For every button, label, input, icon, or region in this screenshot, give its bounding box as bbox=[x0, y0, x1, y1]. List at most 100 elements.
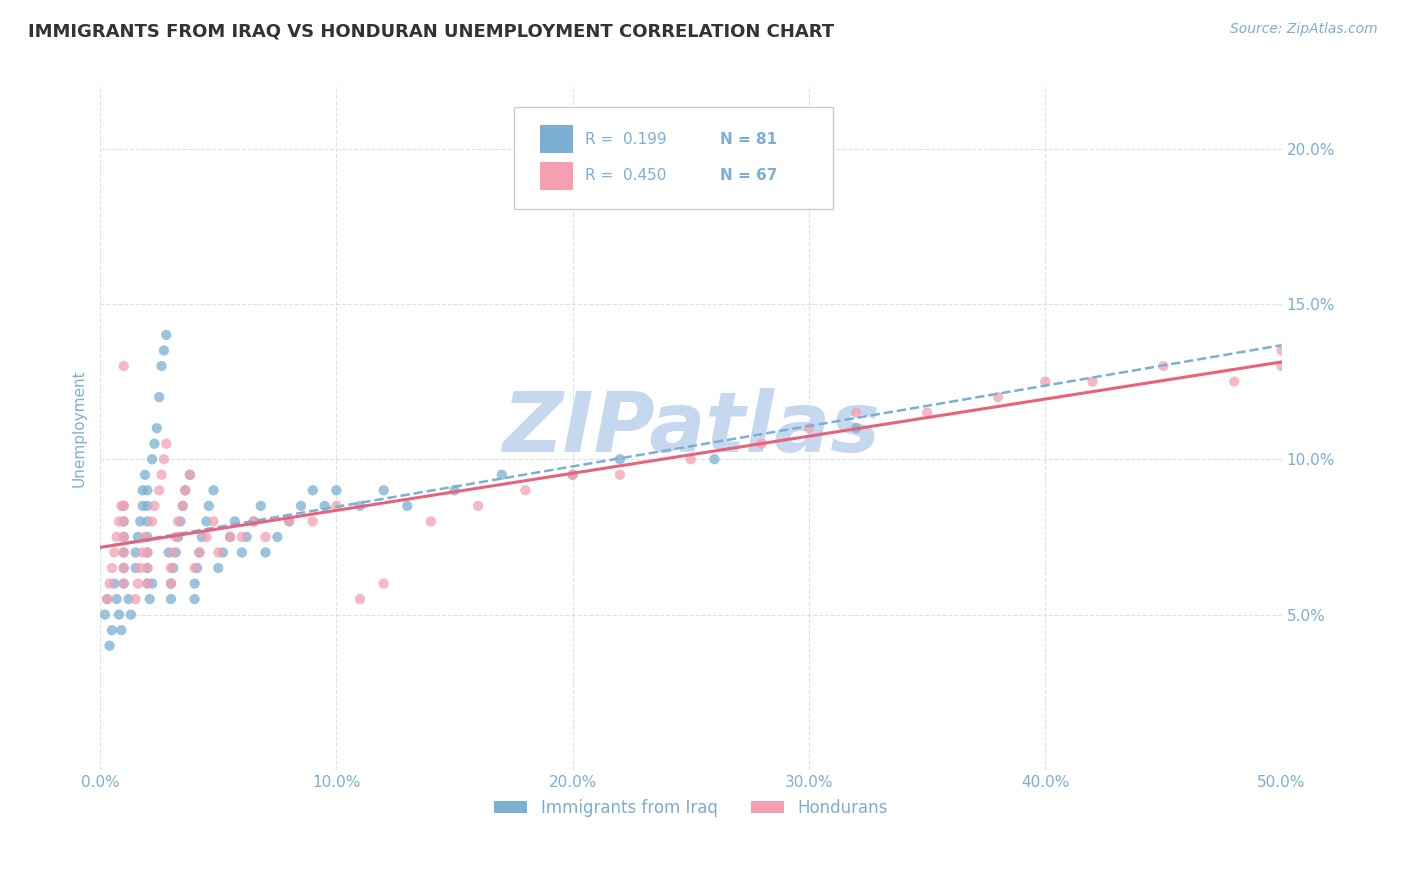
Point bbox=[561, 467, 583, 482]
Point bbox=[314, 499, 336, 513]
Point bbox=[183, 592, 205, 607]
Point bbox=[254, 530, 277, 544]
Point bbox=[224, 515, 246, 529]
Point bbox=[153, 452, 176, 467]
Point bbox=[845, 421, 868, 435]
Point bbox=[165, 545, 187, 559]
Point bbox=[186, 561, 208, 575]
Point bbox=[112, 530, 135, 544]
Point bbox=[231, 545, 253, 559]
Point bbox=[112, 576, 135, 591]
Point bbox=[325, 483, 347, 498]
Point bbox=[112, 576, 135, 591]
Point bbox=[679, 452, 702, 467]
Point bbox=[143, 499, 166, 513]
Point bbox=[179, 467, 201, 482]
FancyBboxPatch shape bbox=[540, 161, 572, 190]
Point bbox=[112, 530, 135, 544]
Point bbox=[172, 499, 194, 513]
Point bbox=[112, 359, 135, 373]
Point bbox=[443, 483, 465, 498]
Point bbox=[160, 592, 183, 607]
Point bbox=[129, 515, 152, 529]
Point bbox=[325, 499, 347, 513]
Point bbox=[141, 452, 163, 467]
Point bbox=[160, 576, 183, 591]
Point bbox=[112, 561, 135, 575]
Point bbox=[266, 530, 288, 544]
Point bbox=[301, 515, 323, 529]
Text: R =  0.199: R = 0.199 bbox=[585, 131, 666, 146]
Point bbox=[254, 545, 277, 559]
Point bbox=[136, 561, 159, 575]
Point bbox=[162, 561, 184, 575]
Point bbox=[373, 576, 395, 591]
Point bbox=[190, 530, 212, 544]
Point bbox=[198, 499, 221, 513]
Point bbox=[179, 467, 201, 482]
Point bbox=[703, 452, 725, 467]
Point bbox=[419, 515, 441, 529]
Point bbox=[174, 483, 197, 498]
Point bbox=[609, 467, 631, 482]
Text: N = 81: N = 81 bbox=[720, 131, 778, 146]
Point bbox=[124, 561, 146, 575]
Point bbox=[141, 515, 163, 529]
Point bbox=[202, 515, 225, 529]
Point bbox=[110, 499, 132, 513]
Point bbox=[101, 623, 124, 637]
Point bbox=[136, 576, 159, 591]
Point bbox=[491, 467, 513, 482]
Point bbox=[797, 421, 820, 435]
Point bbox=[349, 592, 371, 607]
Point bbox=[146, 421, 169, 435]
Point bbox=[301, 483, 323, 498]
Point bbox=[112, 499, 135, 513]
Point bbox=[136, 576, 159, 591]
Point bbox=[127, 530, 149, 544]
Point bbox=[157, 545, 180, 559]
Point bbox=[183, 561, 205, 575]
Point bbox=[219, 530, 242, 544]
Point bbox=[127, 576, 149, 591]
Point bbox=[136, 499, 159, 513]
Point bbox=[112, 515, 135, 529]
Point bbox=[561, 467, 583, 482]
Point bbox=[1081, 375, 1104, 389]
Point bbox=[105, 592, 128, 607]
Point bbox=[108, 607, 131, 622]
Point bbox=[155, 436, 177, 450]
Point bbox=[136, 483, 159, 498]
Point bbox=[150, 467, 173, 482]
Point bbox=[235, 530, 257, 544]
Point bbox=[112, 545, 135, 559]
Point bbox=[112, 545, 135, 559]
Point bbox=[278, 515, 301, 529]
Point bbox=[195, 530, 218, 544]
Point bbox=[112, 499, 135, 513]
Text: ZIPatlas: ZIPatlas bbox=[502, 388, 880, 468]
Point bbox=[167, 530, 190, 544]
Point bbox=[467, 499, 489, 513]
Point bbox=[112, 515, 135, 529]
Point bbox=[150, 359, 173, 373]
Text: IMMIGRANTS FROM IRAQ VS HONDURAN UNEMPLOYMENT CORRELATION CHART: IMMIGRANTS FROM IRAQ VS HONDURAN UNEMPLO… bbox=[28, 22, 834, 40]
Point bbox=[162, 545, 184, 559]
Y-axis label: Unemployment: Unemployment bbox=[72, 369, 86, 487]
Point bbox=[136, 545, 159, 559]
Point bbox=[1270, 343, 1292, 358]
Point bbox=[131, 545, 153, 559]
Point bbox=[148, 483, 170, 498]
Point bbox=[278, 515, 301, 529]
Point bbox=[290, 499, 312, 513]
Point bbox=[915, 406, 938, 420]
Point bbox=[120, 607, 142, 622]
Point bbox=[108, 515, 131, 529]
Point bbox=[751, 436, 773, 450]
Point bbox=[136, 515, 159, 529]
Point bbox=[195, 515, 218, 529]
Point bbox=[373, 483, 395, 498]
Point bbox=[101, 561, 124, 575]
Text: N = 67: N = 67 bbox=[720, 169, 778, 184]
Point bbox=[160, 576, 183, 591]
